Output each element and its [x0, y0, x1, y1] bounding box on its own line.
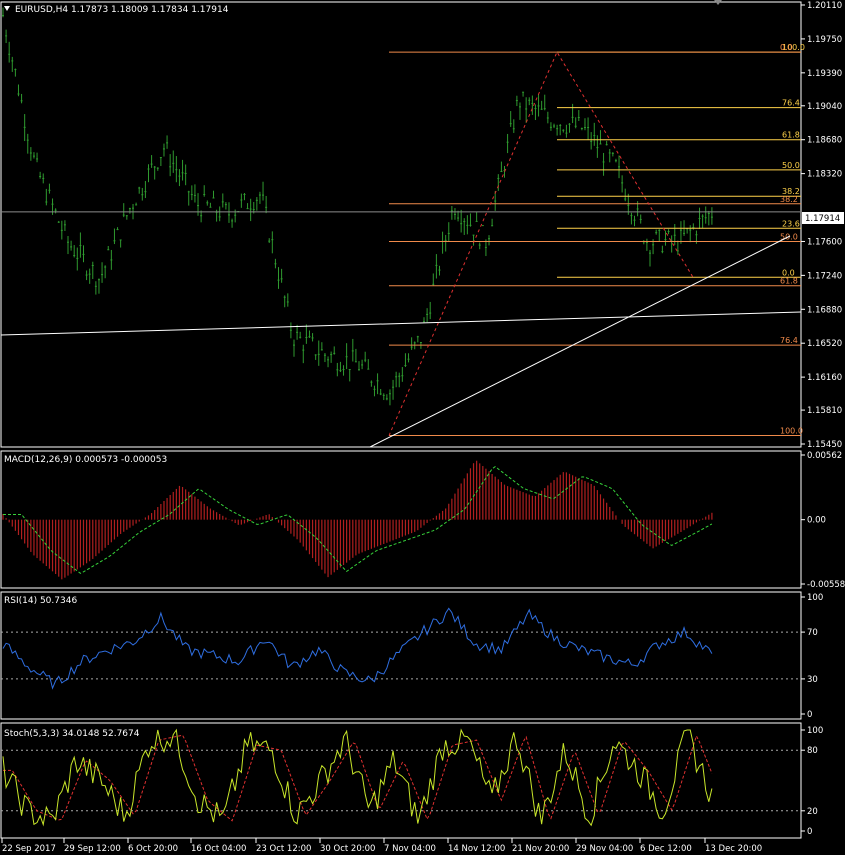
macd-axis-label: 0.00562 [807, 451, 842, 461]
main-header: EURUSD,H4 1.17873 1.18009 1.17834 1.1791… [15, 5, 229, 15]
pane-frame-main [0, 1, 802, 448]
time-axis-label: 23 Oct 12:00 [256, 844, 311, 854]
stoch-header: Stoch(5,3,3) 34.0148 52.7674 [4, 729, 140, 739]
stoch-axis-label: 20 [807, 807, 818, 817]
current-price-badge: 1.17914 [802, 212, 844, 224]
price-axis-label: 1.16880 [807, 305, 842, 315]
price-axis-label: 1.15810 [807, 406, 842, 416]
price-axis-label: 1.18320 [807, 170, 842, 180]
stoch-signal-line [3, 734, 713, 822]
time-axis-label: 6 Oct 20:00 [128, 844, 178, 854]
price-axis-label: 1.19040 [807, 102, 842, 112]
time-axis-label: 21 Nov 20:00 [512, 844, 569, 854]
price-axis-label: 1.16160 [807, 373, 842, 383]
stoch-axis-label: 100 [807, 726, 823, 736]
price-axis-label: 1.17240 [807, 271, 842, 281]
rsi-axis-label: 30 [807, 675, 818, 685]
price-axis-label: 1.16520 [807, 339, 842, 349]
fib-upper-label: 76.4 [782, 99, 800, 108]
fib-upper-label: 50.0 [782, 161, 800, 170]
fib-upper-label: 100.0 [782, 43, 805, 52]
price-axis-label: 1.15450 [807, 440, 842, 450]
rsi-axis-label: 70 [807, 628, 818, 638]
time-axis-label: 30 Oct 20:00 [320, 844, 375, 854]
price-axis-label: 1.19750 [807, 35, 842, 45]
time-axis-label: 16 Oct 04:00 [191, 844, 246, 854]
fib-lower-label: 61.8 [780, 277, 798, 286]
stoch-main-line [2, 728, 713, 827]
time-axis-label: 7 Nov 04:00 [384, 844, 436, 854]
price-axis-label: 1.17600 [807, 237, 842, 247]
time-axis-label: 22 Sep 2017 [2, 844, 56, 854]
fib-lower-label: 0.0 [780, 43, 793, 52]
fib-lower-label: 38.2 [780, 195, 798, 204]
rsi-axis-label: 0 [807, 710, 812, 720]
trendline-upper [0, 311, 802, 336]
rsi-line [2, 607, 713, 690]
fib-upper-label: 23.6 [782, 219, 800, 228]
price-axis-label: 1.18680 [807, 136, 842, 146]
fib-connector [388, 51, 694, 436]
macd-signal-line [3, 465, 713, 574]
fib-upper-label: 61.8 [782, 131, 800, 140]
svg-text:1.17914: 1.17914 [805, 214, 840, 224]
pane-frame-rsi [0, 591, 802, 720]
stoch-axis-label: 80 [807, 746, 818, 756]
rsi-axis-label: 100 [807, 593, 823, 603]
time-axis-label: 14 Nov 12:00 [448, 844, 505, 854]
fib-upper-label: 38.2 [782, 187, 800, 196]
rsi-header: RSI(14) 50.7346 [4, 596, 77, 606]
time-axis-label: 29 Nov 04:00 [576, 844, 633, 854]
time-axis-label: 13 Dec 20:00 [705, 844, 762, 854]
time-axis-label: 29 Sep 12:00 [64, 844, 121, 854]
menu-triangle-icon[interactable] [4, 6, 10, 11]
scroll-marker-icon[interactable] [714, 0, 722, 5]
macd-axis-label: 0.00 [807, 516, 826, 526]
macd-axis-label: -0.005588 [807, 580, 845, 590]
fib-upper-label: 0.0 [782, 268, 795, 277]
price-axis-label: 1.20110 [807, 1, 842, 11]
price-axis-label: 1.19390 [807, 69, 842, 79]
fib-lower-label: 100.0 [780, 427, 803, 436]
macd-header: MACD(12,26,9) 0.000573 -0.000053 [4, 455, 167, 465]
fib-lower-label: 76.4 [780, 336, 798, 345]
time-axis-label: 6 Dec 12:00 [640, 844, 692, 854]
pane-frame-stoch [0, 722, 802, 839]
trendline-rising [369, 235, 791, 448]
pane-frame-macd [0, 450, 802, 589]
stoch-axis-label: 0 [807, 827, 812, 837]
